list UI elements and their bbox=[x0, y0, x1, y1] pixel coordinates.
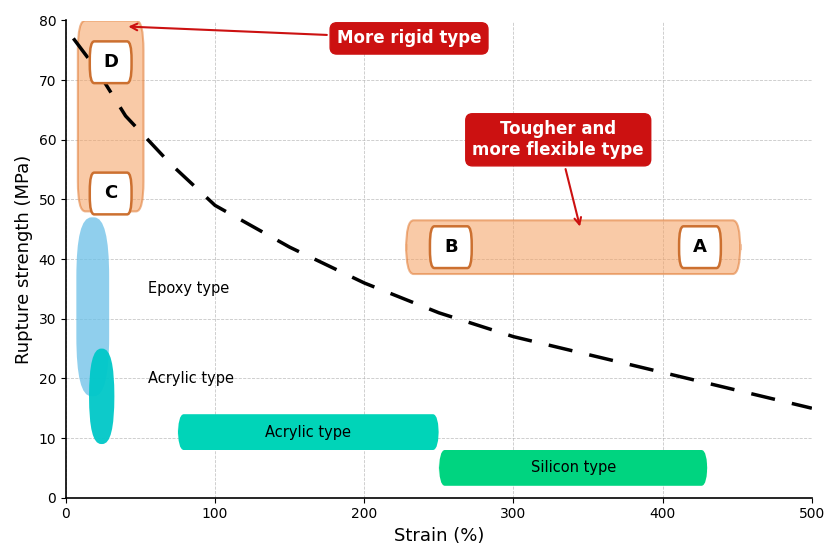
FancyBboxPatch shape bbox=[406, 220, 740, 274]
X-axis label: Strain (%): Strain (%) bbox=[394, 527, 484, 545]
FancyBboxPatch shape bbox=[430, 226, 472, 268]
Y-axis label: Rupture strength (MPa): Rupture strength (MPa) bbox=[15, 155, 33, 364]
Text: Tougher and
more flexible type: Tougher and more flexible type bbox=[472, 120, 644, 225]
Text: More rigid type: More rigid type bbox=[131, 24, 481, 48]
FancyBboxPatch shape bbox=[76, 217, 109, 396]
FancyBboxPatch shape bbox=[90, 172, 132, 214]
FancyBboxPatch shape bbox=[178, 414, 438, 450]
Text: Epoxy type: Epoxy type bbox=[148, 282, 229, 296]
Text: A: A bbox=[693, 238, 707, 256]
Text: Acrylic type: Acrylic type bbox=[148, 371, 234, 386]
Text: Silicon type: Silicon type bbox=[531, 460, 616, 475]
FancyBboxPatch shape bbox=[78, 21, 144, 211]
FancyBboxPatch shape bbox=[679, 226, 721, 268]
Text: B: B bbox=[444, 238, 458, 256]
Text: C: C bbox=[104, 184, 118, 203]
FancyBboxPatch shape bbox=[89, 348, 114, 444]
FancyBboxPatch shape bbox=[90, 41, 132, 83]
Text: D: D bbox=[103, 53, 118, 71]
Text: Acrylic type: Acrylic type bbox=[265, 424, 350, 440]
FancyBboxPatch shape bbox=[438, 450, 707, 486]
